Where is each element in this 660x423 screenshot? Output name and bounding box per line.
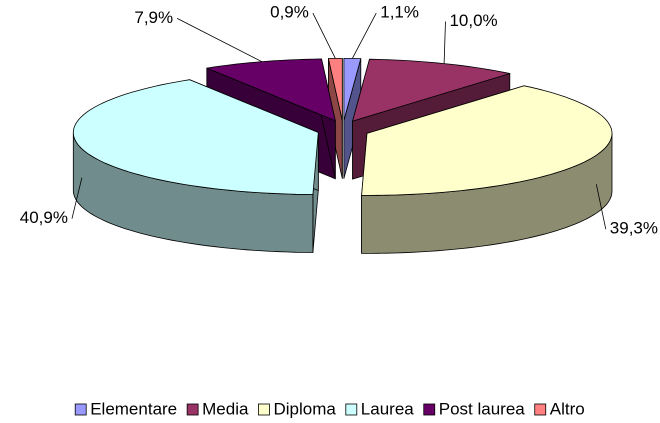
slice bbox=[206, 58, 336, 122]
legend-label: Altro bbox=[550, 399, 585, 418]
slice bbox=[352, 58, 511, 122]
data-label: 0,9% bbox=[270, 3, 309, 22]
legend-swatch bbox=[345, 403, 358, 416]
legend-label: Diploma bbox=[273, 399, 336, 418]
leader-line bbox=[351, 12, 377, 59]
legend-swatch bbox=[534, 403, 547, 416]
leader-line bbox=[443, 21, 446, 64]
data-label: 40,9% bbox=[20, 208, 68, 227]
leader-line bbox=[71, 177, 83, 219]
legend-label: Elementare bbox=[90, 399, 177, 418]
slice bbox=[72, 79, 319, 195]
leader-line bbox=[176, 18, 263, 63]
leader-line bbox=[595, 184, 607, 230]
legend-label: Post laurea bbox=[439, 399, 526, 418]
leader-line bbox=[312, 12, 336, 59]
slice bbox=[361, 85, 613, 196]
legend-swatch bbox=[74, 403, 87, 416]
data-label: 39,3% bbox=[610, 219, 658, 238]
data-label: 1,1% bbox=[380, 3, 419, 22]
data-label: 7,9% bbox=[134, 8, 173, 27]
legend-swatch bbox=[423, 403, 436, 416]
legend-label: Media bbox=[202, 399, 249, 418]
legend: Elementare Media Diploma Laurea Post laurea A… bbox=[74, 399, 585, 418]
legend-swatch bbox=[186, 403, 199, 416]
legend-swatch bbox=[258, 403, 270, 416]
data-label: 10,0% bbox=[449, 11, 497, 30]
legend-label: Laurea bbox=[361, 399, 414, 418]
